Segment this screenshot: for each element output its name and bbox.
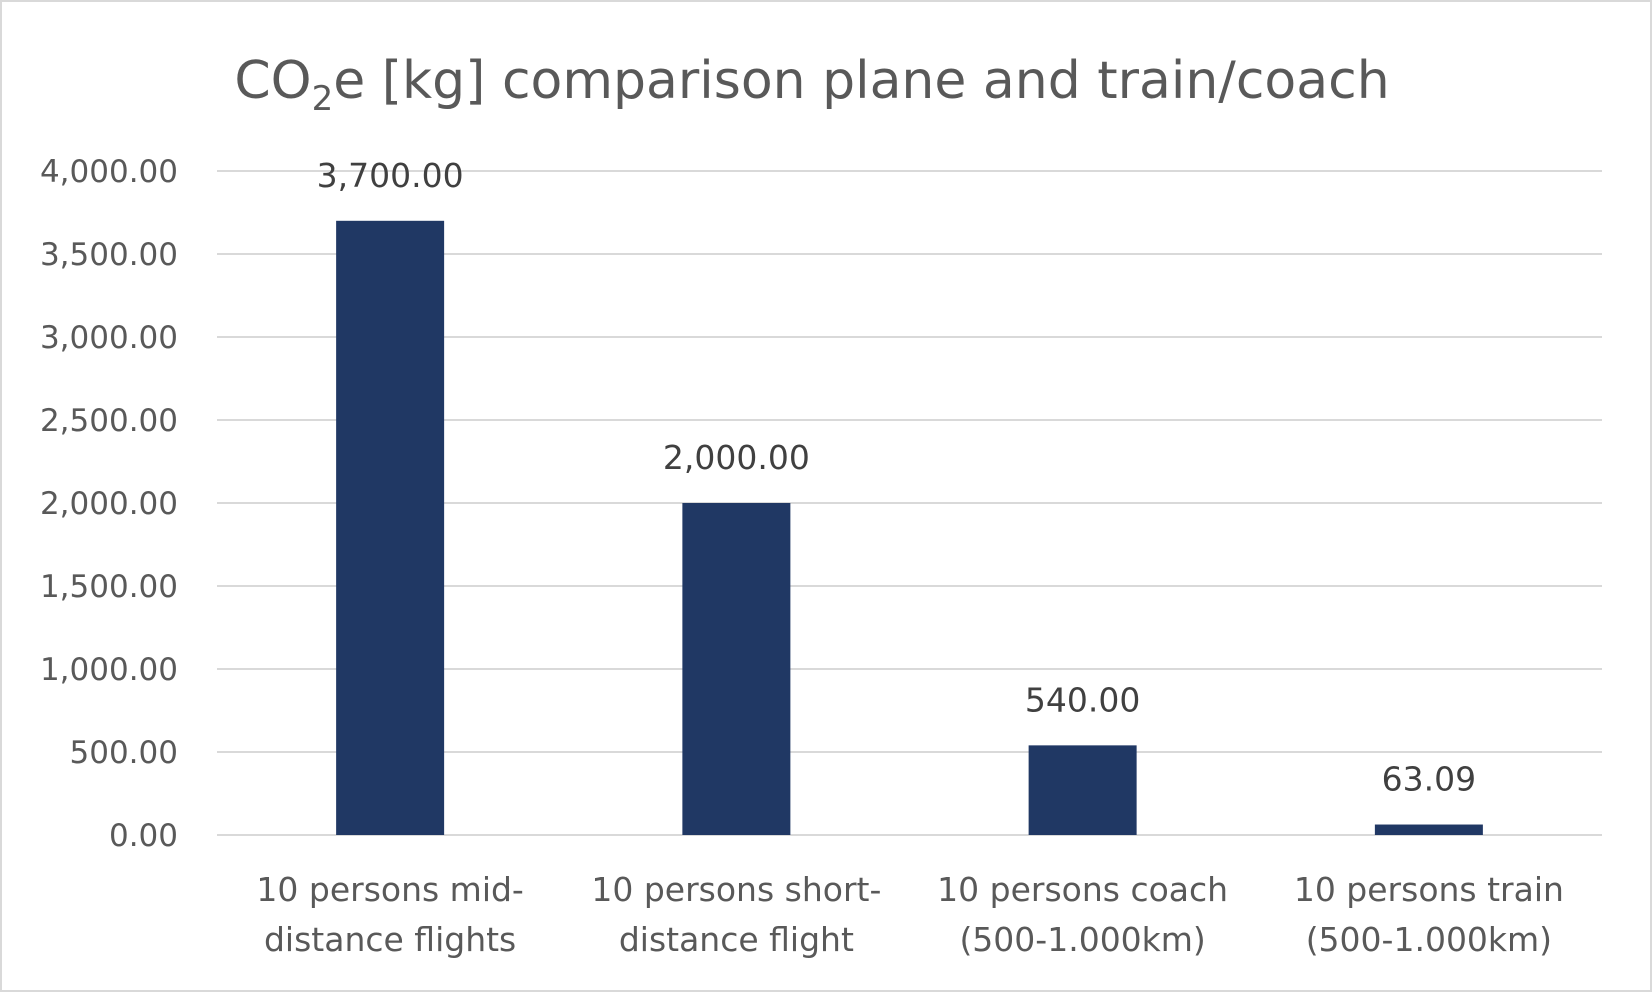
y-tick-label: 1,500.00 — [40, 569, 178, 605]
y-tick-label: 4,000.00 — [40, 154, 178, 190]
chart-title-prefix: CO — [234, 51, 311, 111]
gridlines — [217, 170, 1602, 836]
y-tick-label: 0.00 — [109, 818, 178, 854]
y-tick-label: 1,000.00 — [40, 652, 178, 688]
y-tick-label: 2,500.00 — [40, 403, 178, 439]
y-axis-tick-labels: 0.00 500.00 1,000.00 1,500.00 2,000.00 2,500.… — [40, 154, 178, 854]
x-category-label-line: (500-1.000km) — [959, 920, 1205, 959]
x-category-label-line: distance flight — [619, 920, 854, 959]
data-label: 540.00 — [1025, 680, 1140, 719]
bar — [336, 220, 445, 836]
bar — [682, 503, 791, 835]
data-label: 63.09 — [1382, 760, 1476, 799]
x-category-label-line: 10 persons coach — [937, 870, 1228, 909]
bar — [1028, 745, 1137, 835]
chart-title: CO2e [kg] comparison plane and train/coa… — [234, 51, 1389, 119]
bars — [336, 220, 1483, 836]
y-tick-label: 2,000.00 — [40, 486, 178, 522]
data-labels: 3,700.00 2,000.00 540.00 63.09 — [317, 156, 1476, 799]
y-tick-label: 500.00 — [70, 735, 178, 771]
x-category-label: 10 persons coach (500-1.000km) — [937, 870, 1228, 959]
y-tick-label: 3,000.00 — [40, 320, 178, 356]
x-category-label: 10 persons mid-distance flights — [256, 870, 523, 959]
x-category-label-line: 10 persons mid- — [256, 870, 523, 909]
x-category-label-line: (500-1.000km) — [1306, 920, 1552, 959]
chart-title-subscript: 2 — [312, 79, 334, 119]
data-label: 3,700.00 — [317, 156, 464, 195]
data-label: 2,000.00 — [663, 438, 810, 477]
x-category-label: 10 persons train (500-1.000km) — [1294, 870, 1564, 959]
x-category-label-line: 10 persons short- — [591, 870, 881, 909]
x-category-label-line: distance flights — [264, 920, 516, 959]
bar — [1374, 824, 1483, 835]
chart-title-suffix: e [kg] comparison plane and train/coach — [333, 51, 1389, 111]
x-category-label: 10 persons short-distance flight — [591, 870, 881, 959]
x-category-label-line: 10 persons train — [1294, 870, 1564, 909]
y-tick-label: 3,500.00 — [40, 237, 178, 273]
